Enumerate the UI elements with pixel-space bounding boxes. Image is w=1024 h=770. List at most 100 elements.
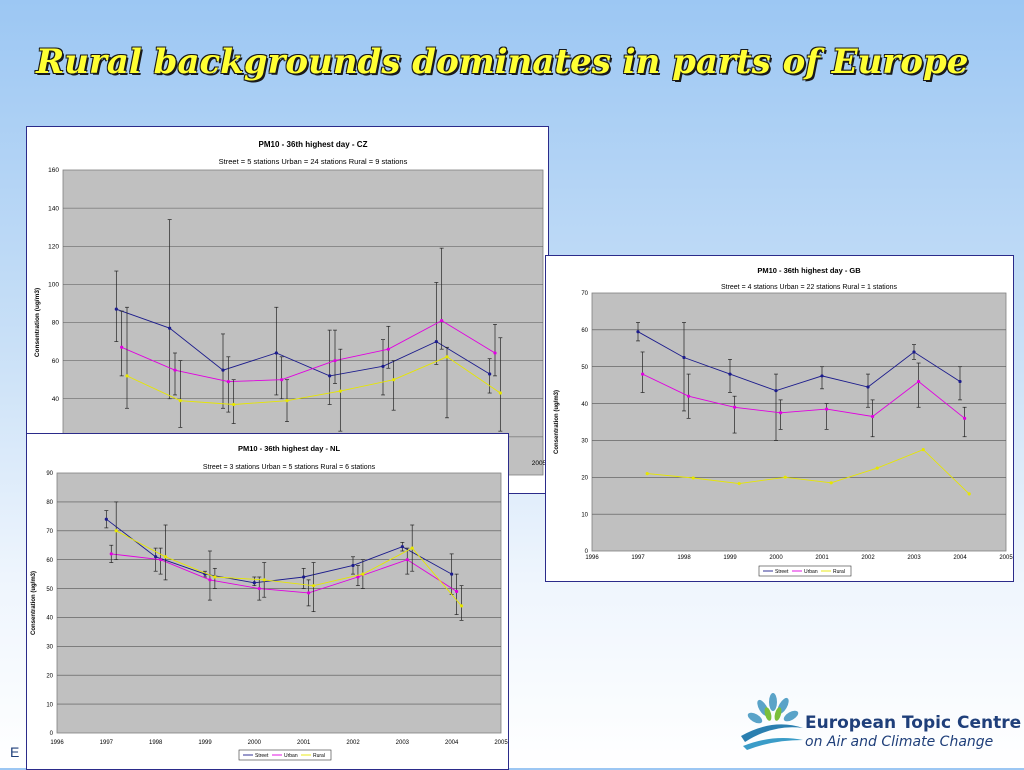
plot-area bbox=[591, 292, 1007, 552]
y-tick-label: 50 bbox=[46, 587, 53, 593]
series-line-urban bbox=[121, 320, 496, 383]
data-point-rural bbox=[967, 492, 971, 496]
data-point-urban bbox=[493, 351, 497, 355]
data-point-street bbox=[351, 563, 355, 568]
data-point-rural bbox=[445, 355, 449, 359]
series-line-rural bbox=[115, 530, 462, 607]
data-point-urban bbox=[687, 394, 691, 398]
y-tick-label: 40 bbox=[52, 396, 60, 403]
data-point-urban bbox=[109, 552, 113, 556]
y-axis-label: Consentration (ug/m3) bbox=[34, 288, 41, 357]
data-point-rural bbox=[361, 572, 365, 576]
y-tick-label: 60 bbox=[46, 558, 53, 564]
data-point-street bbox=[682, 355, 686, 360]
y-tick-label: 160 bbox=[48, 167, 59, 174]
data-point-street bbox=[450, 572, 454, 576]
y-tick-label: 0 bbox=[50, 731, 54, 737]
data-point-rural bbox=[338, 389, 342, 393]
data-point-rural bbox=[163, 555, 168, 559]
x-tick-label: 1999 bbox=[723, 555, 737, 561]
chart-subtitle: Street = 5 stations Urban = 24 stations … bbox=[219, 157, 408, 166]
etc-logo-name: European Topic Centre bbox=[805, 713, 1022, 733]
x-tick-label: 1996 bbox=[585, 555, 599, 561]
chart-nl: PM10 - 36th highest day - NL Street = 3 s… bbox=[31, 444, 508, 761]
data-point-urban bbox=[120, 345, 124, 349]
data-point-urban bbox=[733, 405, 737, 409]
legend-label-rural: Rural bbox=[833, 569, 845, 575]
data-point-street bbox=[400, 545, 404, 549]
y-tick-label: 70 bbox=[46, 529, 53, 535]
y-tick-label: 0 bbox=[585, 549, 589, 555]
data-point-street bbox=[636, 330, 640, 334]
data-point-rural bbox=[125, 374, 129, 378]
data-point-rural bbox=[213, 575, 217, 579]
chart-subtitle: Street = 3 stations Urban = 5 stations R… bbox=[203, 464, 376, 471]
x-tick-label: 2002 bbox=[861, 555, 875, 561]
x-tick-label: 1997 bbox=[100, 740, 114, 746]
data-point-urban bbox=[257, 586, 261, 591]
data-point-street bbox=[488, 372, 492, 376]
data-point-rural bbox=[875, 466, 879, 470]
x-tick-label: 2005 bbox=[494, 740, 508, 746]
legend-label-rural: Rural bbox=[313, 753, 325, 759]
legend-box bbox=[758, 565, 852, 577]
data-point-urban bbox=[226, 379, 230, 384]
y-tick-label: 10 bbox=[581, 512, 588, 518]
data-point-rural bbox=[232, 402, 236, 407]
y-tick-label: 20 bbox=[581, 475, 588, 481]
data-point-rural bbox=[921, 448, 925, 452]
y-tick-label: 40 bbox=[581, 402, 588, 408]
data-point-street bbox=[912, 350, 916, 354]
x-tick-label: 2005 bbox=[532, 460, 547, 467]
legend-label-urban: Urban bbox=[284, 753, 298, 759]
data-point-urban bbox=[280, 378, 284, 382]
x-tick-label: 2004 bbox=[445, 740, 459, 746]
data-point-street bbox=[302, 575, 306, 579]
y-tick-label: 10 bbox=[46, 702, 53, 708]
legend-label-street: Street bbox=[775, 569, 789, 575]
data-point-street bbox=[866, 385, 870, 389]
x-tick-label: 2000 bbox=[248, 740, 262, 746]
data-point-urban bbox=[208, 578, 212, 582]
data-point-urban bbox=[440, 318, 444, 323]
data-point-street bbox=[820, 374, 824, 378]
data-point-rural bbox=[311, 584, 316, 588]
y-tick-label: 30 bbox=[46, 645, 53, 651]
data-point-urban bbox=[641, 372, 645, 376]
series-line-street bbox=[106, 518, 452, 584]
series-line-street bbox=[637, 331, 961, 392]
x-tick-label: 1999 bbox=[198, 740, 212, 746]
chart-title: PM10 - 36th highest day - CZ bbox=[259, 140, 368, 149]
data-point-street bbox=[114, 307, 118, 311]
chart-panel-gb: PM10 - 36th highest day - GB Street = 4 s… bbox=[545, 255, 1014, 582]
data-point-street bbox=[328, 374, 332, 378]
data-point-rural bbox=[737, 481, 741, 486]
data-point-urban bbox=[307, 591, 311, 595]
etc-logo-icon bbox=[741, 693, 803, 750]
data-point-rural bbox=[691, 476, 695, 480]
data-point-urban bbox=[386, 347, 390, 351]
legend-label-street: Street bbox=[255, 753, 269, 759]
series-line-rural bbox=[126, 356, 501, 405]
chart-cz: PM10 - 36th highest day - CZ Street = 5 s… bbox=[34, 140, 547, 476]
data-point-street bbox=[221, 368, 225, 372]
y-tick-label: 50 bbox=[581, 365, 588, 371]
chart-title: PM10 - 36th highest day - NL bbox=[238, 444, 341, 453]
footer-fragment: E bbox=[10, 744, 20, 760]
series-line-street bbox=[116, 308, 490, 377]
data-point-urban bbox=[871, 414, 875, 419]
y-tick-label: 80 bbox=[52, 320, 60, 327]
data-point-urban bbox=[405, 558, 409, 562]
data-point-street bbox=[774, 389, 778, 393]
x-tick-label: 1998 bbox=[677, 555, 691, 561]
data-point-street bbox=[168, 326, 172, 330]
x-tick-label: 2002 bbox=[346, 740, 360, 746]
y-tick-label: 90 bbox=[46, 471, 53, 477]
data-point-rural bbox=[285, 399, 289, 403]
chart-gb: PM10 - 36th highest day - GB Street = 4 s… bbox=[554, 266, 1013, 577]
data-point-street bbox=[274, 351, 278, 355]
y-axis-label: Consentration (ug/m3) bbox=[554, 390, 560, 454]
data-point-urban bbox=[173, 368, 177, 372]
data-point-rural bbox=[783, 475, 787, 479]
data-point-rural bbox=[114, 529, 118, 533]
